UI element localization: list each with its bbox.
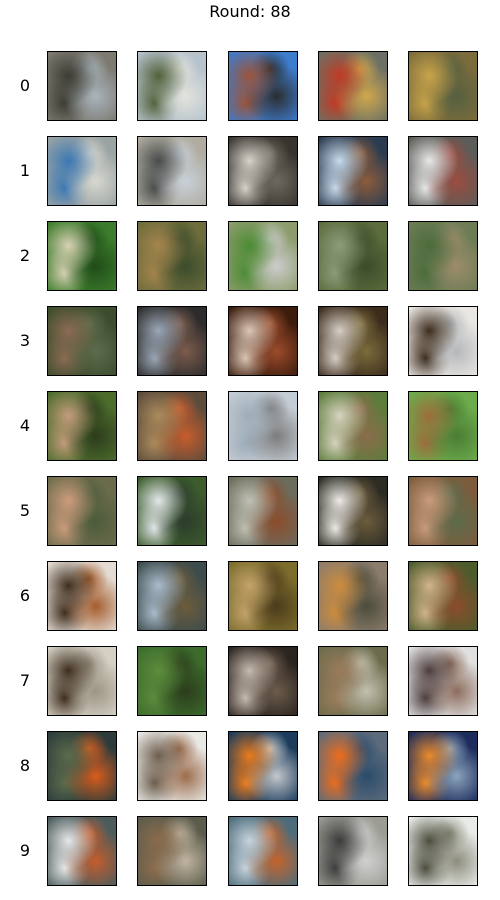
sample-image xyxy=(318,221,388,291)
sample-image xyxy=(228,306,298,376)
row-label-2: 2 xyxy=(19,246,31,265)
sample-image xyxy=(137,731,207,801)
sample-image xyxy=(318,816,388,886)
sample-image xyxy=(228,51,298,121)
sample-image xyxy=(408,731,478,801)
sample-image xyxy=(408,136,478,206)
sample-image xyxy=(47,306,117,376)
sample-image xyxy=(318,391,388,461)
sample-image xyxy=(318,136,388,206)
sample-image xyxy=(47,561,117,631)
sample-image xyxy=(47,816,117,886)
row-label-4: 4 xyxy=(19,416,31,435)
sample-image xyxy=(47,646,117,716)
sample-image xyxy=(318,476,388,546)
sample-image xyxy=(408,306,478,376)
sample-image xyxy=(318,646,388,716)
sample-image xyxy=(228,221,298,291)
sample-image xyxy=(137,136,207,206)
sample-image xyxy=(318,51,388,121)
sample-image xyxy=(137,816,207,886)
sample-image xyxy=(47,136,117,206)
sample-image xyxy=(228,646,298,716)
sample-image xyxy=(47,731,117,801)
sample-image xyxy=(137,51,207,121)
sample-image xyxy=(137,391,207,461)
sample-image xyxy=(137,476,207,546)
row-label-3: 3 xyxy=(19,331,31,350)
sample-image xyxy=(408,391,478,461)
row-label-6: 6 xyxy=(19,586,31,605)
sample-image xyxy=(47,476,117,546)
row-label-1: 1 xyxy=(19,161,31,180)
sample-image xyxy=(228,731,298,801)
row-label-5: 5 xyxy=(19,501,31,520)
sample-image xyxy=(47,221,117,291)
sample-image xyxy=(228,476,298,546)
sample-image xyxy=(137,221,207,291)
sample-image xyxy=(318,731,388,801)
sample-image xyxy=(228,391,298,461)
sample-image xyxy=(47,391,117,461)
row-label-8: 8 xyxy=(19,756,31,775)
sample-image xyxy=(228,561,298,631)
sample-image xyxy=(408,561,478,631)
row-label-9: 9 xyxy=(19,841,31,860)
sample-image xyxy=(137,646,207,716)
sample-image xyxy=(228,136,298,206)
sample-image xyxy=(318,561,388,631)
sample-image xyxy=(47,51,117,121)
sample-image xyxy=(137,561,207,631)
sample-image xyxy=(408,51,478,121)
sample-image xyxy=(228,816,298,886)
sample-image xyxy=(408,816,478,886)
sample-image xyxy=(137,306,207,376)
sample-image xyxy=(408,221,478,291)
sample-image xyxy=(318,306,388,376)
row-label-7: 7 xyxy=(19,671,31,690)
row-label-0: 0 xyxy=(19,76,31,95)
sample-image xyxy=(408,476,478,546)
sample-image xyxy=(408,646,478,716)
figure-title: Round: 88 xyxy=(209,2,291,21)
